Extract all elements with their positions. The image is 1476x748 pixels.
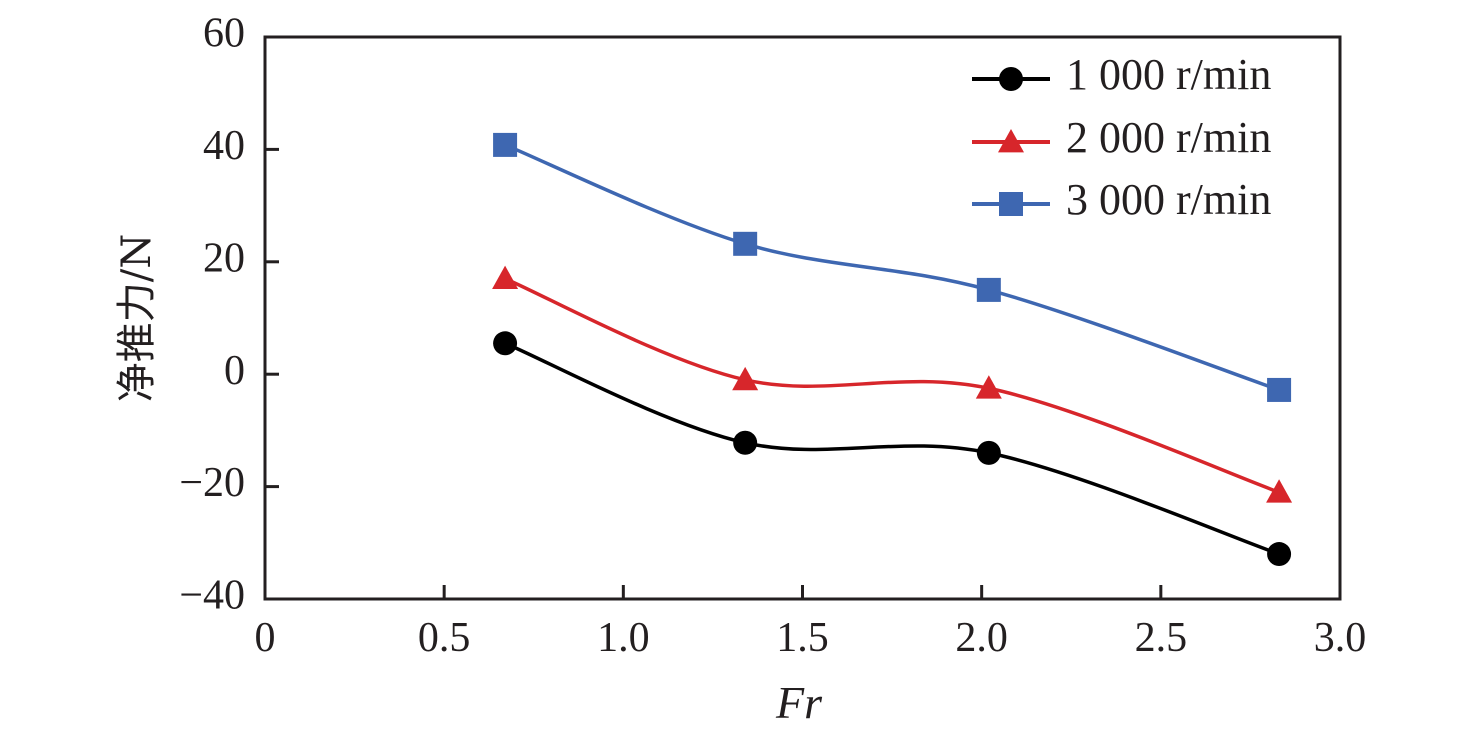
data-point: [975, 375, 1002, 399]
data-point: [1267, 377, 1292, 402]
y-axis-title: 净推力/N: [114, 234, 160, 402]
data-point: [976, 277, 1001, 302]
data-point: [733, 430, 758, 455]
y-tick-label: −40: [179, 573, 245, 619]
x-axis-title: Fr: [775, 677, 823, 728]
x-tick-label: 1.0: [597, 615, 650, 661]
series-line: [504, 277, 1280, 494]
legend: 1 000 r/min 2 000 r/min 3 000 r/min: [972, 50, 1271, 224]
series-2: [492, 265, 1293, 503]
data-point: [493, 331, 518, 356]
legend-marker: [998, 129, 1024, 153]
data-point: [976, 440, 1001, 465]
data-point: [1266, 479, 1293, 503]
y-tick-label: 40: [203, 123, 245, 169]
y-tick-label: 60: [203, 11, 245, 57]
legend-item: 1 000 r/min: [972, 50, 1271, 99]
series-line: [504, 143, 1280, 392]
x-tick-label: 2.5: [1135, 615, 1188, 661]
legend-label: 3 000 r/min: [1066, 175, 1271, 224]
series-1: [493, 331, 1292, 567]
x-tick-label: 2.0: [955, 615, 1008, 661]
y-tick-label: 20: [203, 235, 245, 281]
legend-marker: [999, 67, 1023, 91]
x-tick-label: 3.0: [1314, 615, 1367, 661]
x-axis: 0 0.5 1.0 1.5 2.0 2.5 3.0: [255, 585, 1367, 661]
legend-item: 3 000 r/min: [972, 175, 1271, 224]
data-point: [492, 265, 519, 290]
series-3: [493, 132, 1292, 402]
data-point: [732, 366, 759, 391]
y-tick-label: 0: [224, 348, 245, 394]
legend-label: 1 000 r/min: [1066, 50, 1271, 99]
legend-item: 2 000 r/min: [972, 113, 1271, 162]
series-line: [504, 341, 1280, 556]
y-tick-label: −20: [179, 460, 245, 506]
data-point: [733, 231, 758, 256]
y-axis: 60 40 20 0 −20 −40: [179, 11, 279, 619]
x-tick-label: 0.5: [418, 615, 471, 661]
data-point: [493, 132, 518, 157]
x-tick-label: 0: [255, 615, 276, 661]
legend-label: 2 000 r/min: [1066, 113, 1271, 162]
data-point: [1267, 542, 1292, 567]
x-tick-label: 1.5: [776, 615, 829, 661]
series-layer: [492, 132, 1293, 567]
legend-marker: [999, 192, 1023, 216]
